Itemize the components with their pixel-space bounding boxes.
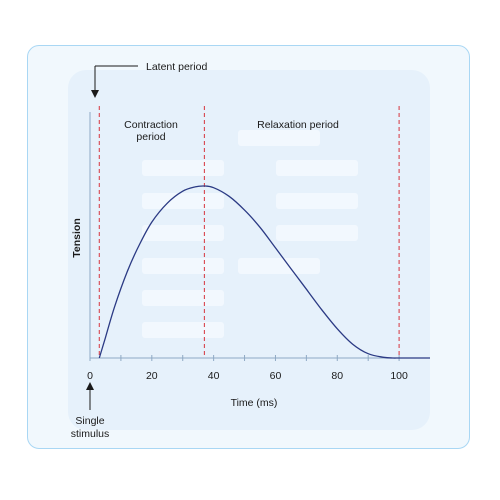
x-tick-label: 60 — [270, 370, 282, 382]
placeholder-block — [142, 225, 224, 241]
x-axis-tick-labels: 0 20 40 60 80 100 — [87, 370, 408, 382]
tension-curve — [98, 185, 430, 359]
x-axis-label: Time (ms) — [231, 397, 278, 409]
placeholder-block — [142, 322, 224, 338]
stimulus-label-line1: Single — [75, 415, 104, 427]
placeholder-block — [238, 130, 320, 146]
x-tick-label: 40 — [208, 370, 220, 382]
placeholder-block — [276, 193, 358, 209]
placeholder-block — [142, 258, 224, 274]
placeholder-block — [142, 290, 224, 306]
contraction-period-label-line2: period — [136, 131, 165, 143]
latent-period-label: Latent period — [146, 61, 207, 73]
placeholder-block — [276, 160, 358, 176]
placeholder-block — [238, 258, 320, 274]
x-axis-ticks — [89, 355, 400, 361]
y-axis-label: Tension — [71, 218, 83, 257]
placeholder-block — [142, 193, 224, 209]
reference-lines — [98, 106, 400, 358]
contraction-period-label-line1: Contraction — [124, 119, 178, 131]
placeholder-block — [276, 225, 358, 241]
relaxation-period-label: Relaxation period — [257, 119, 339, 131]
placeholder-block — [142, 160, 224, 176]
x-tick-label: 80 — [331, 370, 343, 382]
x-tick-label: 20 — [146, 370, 158, 382]
x-tick-label: 100 — [390, 370, 408, 382]
x-tick-label: 0 — [87, 370, 93, 382]
stimulus-label-line2: stimulus — [71, 428, 110, 440]
